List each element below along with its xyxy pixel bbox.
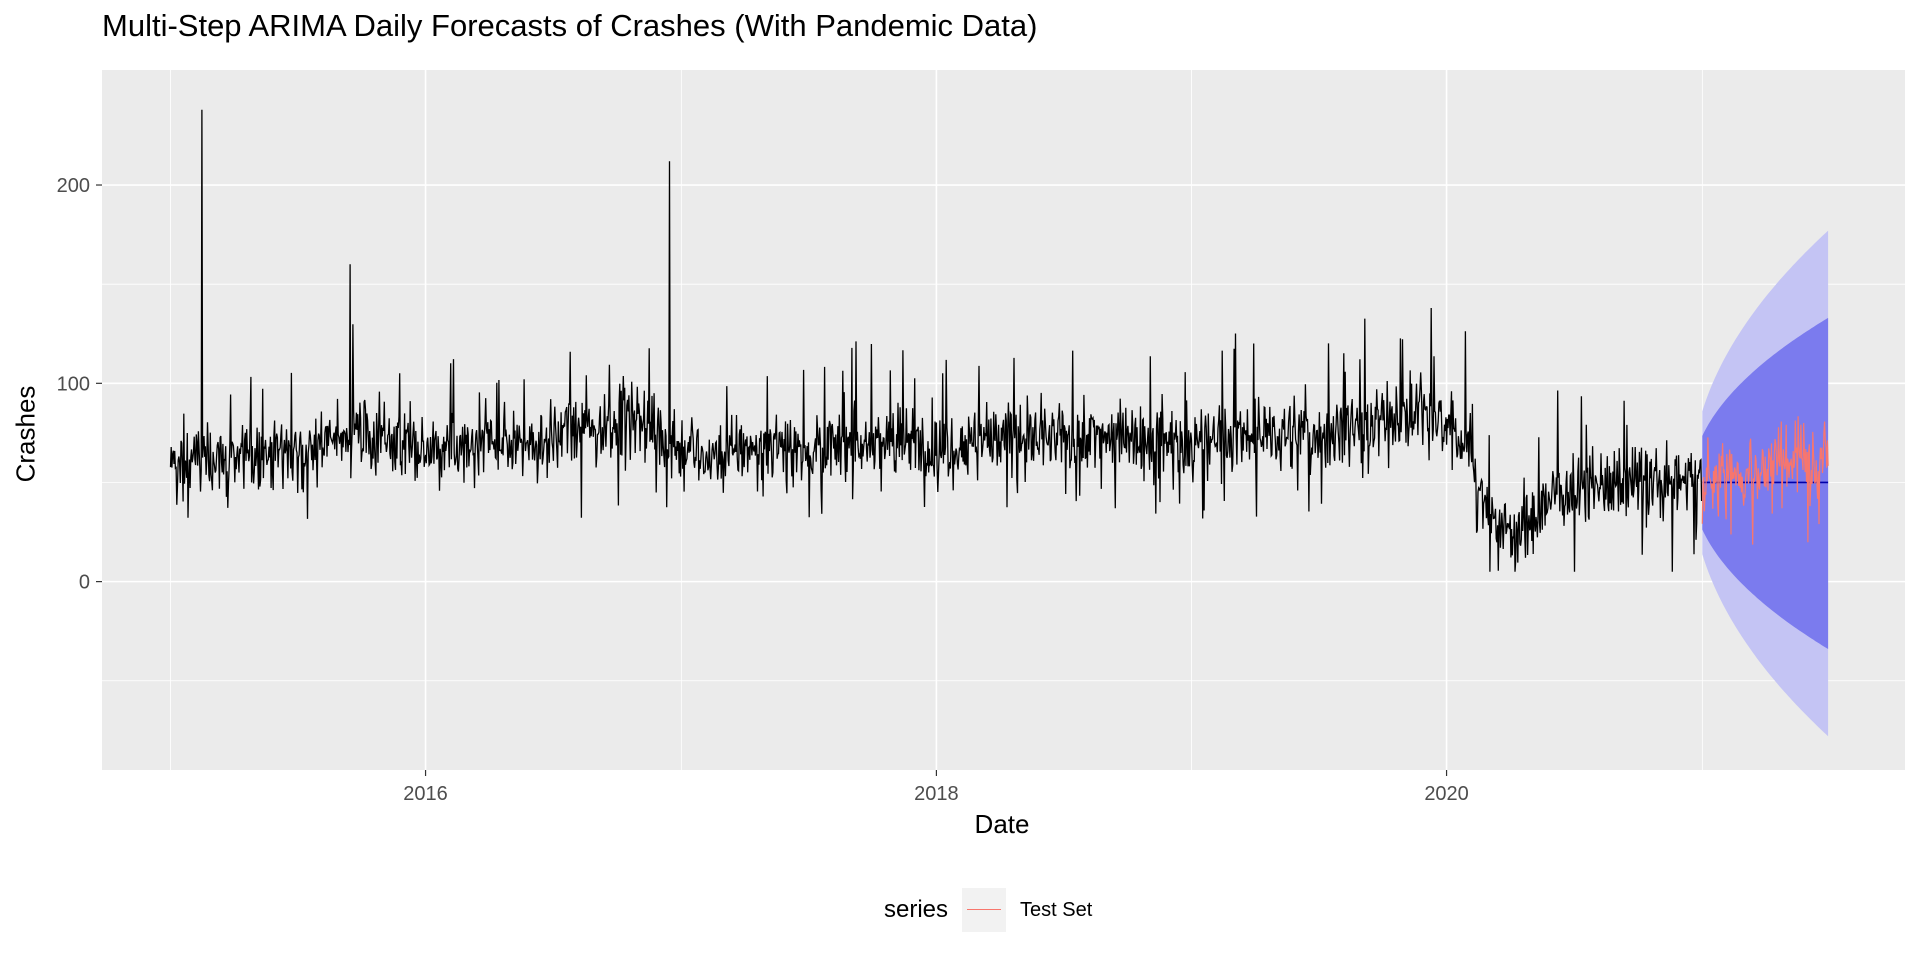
interval-80-band <box>1702 317 1829 649</box>
actual-series-line <box>169 109 1703 572</box>
legend-key-line <box>967 909 1002 910</box>
y-axis-title: Crashes <box>10 385 41 483</box>
legend-key-test-set <box>962 888 1007 932</box>
x-tick-label: 2016 <box>403 783 448 805</box>
legend: series Test Set <box>884 888 1092 932</box>
x-tick-label: 2018 <box>914 783 959 805</box>
actual-series-layer <box>169 109 1703 572</box>
test-set-line <box>1701 416 1829 545</box>
legend-label-test-set: Test Set <box>1020 898 1093 921</box>
legend-title: series <box>884 896 949 923</box>
test-set-layer <box>1701 416 1829 545</box>
y-tick-label: 100 <box>57 373 90 395</box>
x-tick-label: 2020 <box>1424 783 1469 805</box>
interval-80-layer <box>1702 317 1829 649</box>
x-axis-title: Date <box>974 809 1030 839</box>
y-tick-label: 0 <box>79 572 90 594</box>
y-tick-label: 200 <box>57 175 90 197</box>
grid <box>102 70 1905 770</box>
axis-ticks: 0 100 200 2016 2018 2020 <box>57 175 1469 805</box>
chart-title: Multi-Step ARIMA Daily Forecasts of Cras… <box>102 8 1038 43</box>
